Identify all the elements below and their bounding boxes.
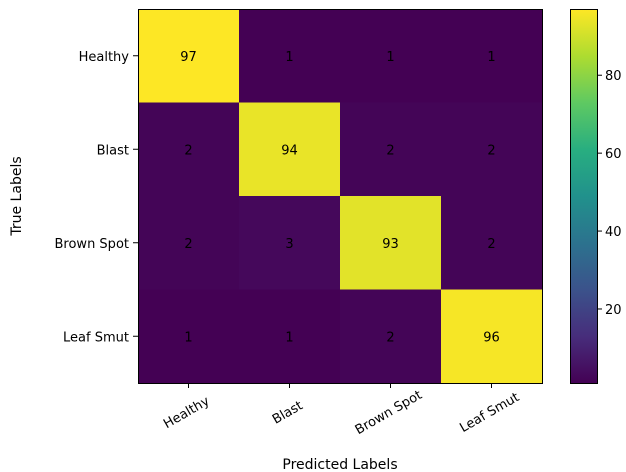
cell-value-label: 1	[184, 330, 192, 345]
y-axis: Healthy Blast Brown Spot Leaf Smut	[55, 50, 138, 345]
heatmap-cell	[138, 9, 240, 104]
heatmap-cell	[441, 196, 543, 291]
x-tick-label: Blast	[270, 398, 306, 427]
cell-value-label: 2	[386, 330, 394, 345]
cell-value-label: 3	[285, 237, 293, 252]
heatmap-cell	[239, 102, 341, 197]
heatmap-cell	[441, 289, 543, 384]
heatmap-cell	[239, 9, 341, 104]
cell-annotations: 97 1 1 1 2 94 2 2 2 3 93 2 1 1 2 96	[180, 50, 500, 346]
cell-value-label: 2	[184, 237, 192, 252]
cell-value-label: 2	[184, 143, 192, 158]
heatmap-cell	[441, 102, 543, 197]
cell-value-label: 1	[487, 50, 495, 65]
colorbar-tick-label: 60	[605, 147, 622, 162]
y-axis-label: True Labels	[9, 156, 25, 236]
cell-value-label: 97	[180, 50, 197, 65]
x-axis: Healthy Blast Brown Spot Leaf Smut	[161, 383, 522, 438]
cell-value-label: 2	[386, 143, 394, 158]
colorbar-tick-label: 20	[605, 303, 622, 318]
x-tick-label: Healthy	[161, 394, 212, 432]
y-tick-label: Healthy	[79, 50, 130, 65]
y-tick-label: Brown Spot	[55, 237, 130, 252]
cell-value-label: 96	[483, 330, 500, 345]
colorbar	[570, 9, 598, 384]
cell-value-label: 94	[281, 143, 298, 158]
cell-value-label: 93	[382, 237, 399, 252]
heatmap-cell	[138, 196, 240, 291]
heatmap-cell	[340, 9, 442, 104]
heatmap-cell	[239, 289, 341, 384]
cell-value-label: 2	[487, 237, 495, 252]
colorbar-ticks: 20 40 60 80	[597, 69, 622, 318]
heatmap-cell	[340, 196, 442, 291]
heatmap-cells	[138, 9, 543, 384]
cell-value-label: 1	[285, 330, 293, 345]
cell-value-label: 1	[386, 50, 394, 65]
heatmap-cell	[138, 102, 240, 197]
heatmap-cell	[239, 196, 341, 291]
heatmap-cell	[340, 289, 442, 384]
heatmap-cell	[138, 289, 240, 384]
cell-value-label: 1	[285, 50, 293, 65]
colorbar-tick-label: 40	[605, 225, 622, 240]
colorbar-tick-label: 80	[605, 69, 622, 84]
y-tick-label: Leaf Smut	[63, 330, 129, 345]
heatmap-cell	[340, 102, 442, 197]
x-tick-label: Leaf Smut	[457, 390, 522, 436]
heatmap-cell	[441, 9, 543, 104]
x-tick-label: Brown Spot	[353, 388, 425, 438]
plot-frame	[138, 9, 543, 384]
x-axis-label: Predicted Labels	[282, 457, 397, 472]
y-tick-label: Blast	[97, 143, 129, 158]
cell-value-label: 2	[487, 143, 495, 158]
